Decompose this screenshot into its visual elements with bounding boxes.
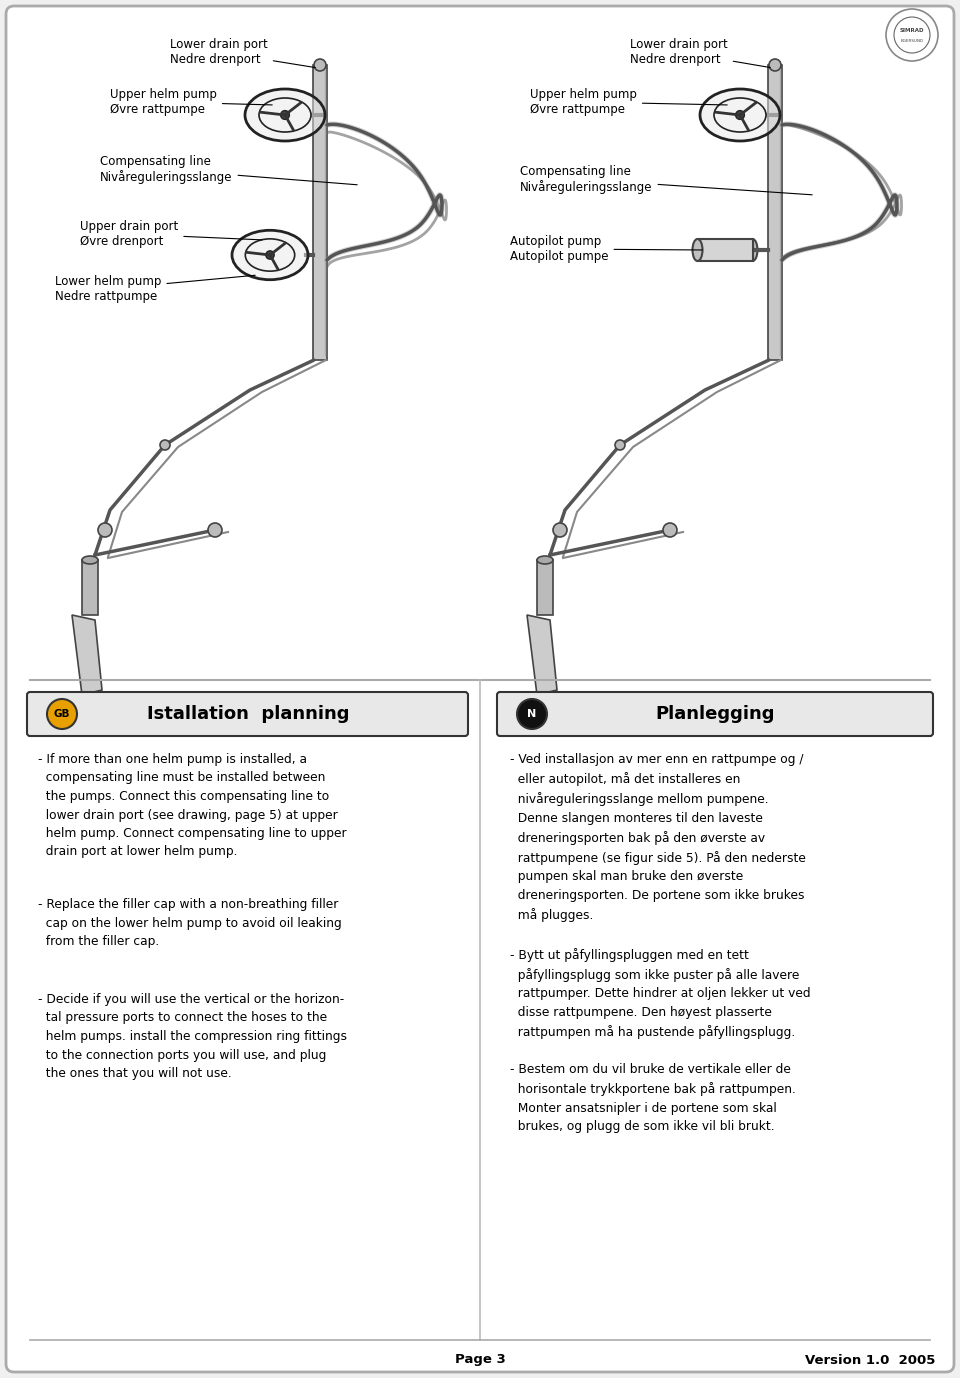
Text: - Replace the filler cap with a non-breathing filler
  cap on the lower helm pum: - Replace the filler cap with a non-brea… (38, 898, 342, 948)
Text: Upper drain port
Øvre drenport: Upper drain port Øvre drenport (80, 220, 262, 248)
Text: GB: GB (54, 710, 70, 719)
Text: Upper helm pump
Øvre rattpumpe: Upper helm pump Øvre rattpumpe (110, 88, 273, 116)
Bar (768, 65, 782, 360)
FancyBboxPatch shape (6, 6, 954, 1372)
Text: Planlegging: Planlegging (656, 706, 775, 723)
Circle shape (615, 440, 625, 451)
Text: - Bestem om du vil bruke de vertikale eller de
  horisontale trykkportene bak på: - Bestem om du vil bruke de vertikale el… (510, 1062, 796, 1133)
Circle shape (314, 59, 326, 72)
Text: Compensating line
Nivåreguleringsslange: Compensating line Nivåreguleringsslange (100, 154, 357, 185)
Circle shape (663, 524, 677, 537)
Bar (698, 238, 753, 260)
Text: - Bytt ut påfyllingspluggen med en tett
  påfyllingsplugg som ikke puster på all: - Bytt ut påfyllingspluggen med en tett … (510, 948, 810, 1039)
Polygon shape (527, 615, 557, 695)
Circle shape (160, 440, 170, 451)
Text: - If more than one helm pump is installed, a
  compensating line must be install: - If more than one helm pump is installe… (38, 752, 347, 858)
Ellipse shape (700, 90, 780, 141)
Ellipse shape (280, 110, 289, 120)
FancyBboxPatch shape (497, 692, 933, 736)
Ellipse shape (537, 555, 553, 564)
Ellipse shape (82, 555, 98, 564)
Bar (313, 65, 327, 360)
Ellipse shape (748, 238, 757, 260)
Circle shape (553, 524, 567, 537)
Bar (537, 559, 553, 615)
Text: SIMRAD: SIMRAD (900, 28, 924, 33)
Text: Lower drain port
Nedre drenport: Lower drain port Nedre drenport (630, 39, 770, 68)
Ellipse shape (232, 230, 308, 280)
Circle shape (208, 524, 222, 537)
Text: N: N (527, 710, 537, 719)
Text: Upper helm pump
Øvre rattpumpe: Upper helm pump Øvre rattpumpe (530, 88, 728, 116)
Circle shape (98, 524, 112, 537)
Ellipse shape (692, 238, 703, 260)
Text: Istallation  planning: Istallation planning (147, 706, 349, 723)
Text: Page 3: Page 3 (455, 1353, 505, 1367)
Polygon shape (72, 615, 102, 695)
Ellipse shape (735, 110, 744, 120)
Text: - Decide if you will use the vertical or the horizon-
  tal pressure ports to co: - Decide if you will use the vertical or… (38, 994, 347, 1080)
Text: Lower drain port
Nedre drenport: Lower drain port Nedre drenport (170, 39, 315, 68)
Circle shape (47, 699, 77, 729)
Text: Autopilot pump
Autopilot pumpe: Autopilot pump Autopilot pumpe (510, 236, 702, 263)
FancyBboxPatch shape (27, 692, 468, 736)
Circle shape (769, 59, 781, 72)
Text: EGERSUND: EGERSUND (900, 39, 924, 43)
Circle shape (886, 10, 938, 61)
Text: Compensating line
Nivåreguleringsslange: Compensating line Nivåreguleringsslange (520, 165, 812, 194)
Circle shape (517, 699, 547, 729)
Bar (82, 559, 98, 615)
Ellipse shape (245, 90, 325, 141)
Text: - Ved installasjon av mer enn en rattpumpe og /
  eller autopilot, må det instal: - Ved installasjon av mer enn en rattpum… (510, 752, 805, 922)
Text: Lower helm pump
Nedre rattpumpe: Lower helm pump Nedre rattpumpe (55, 276, 255, 303)
Ellipse shape (266, 251, 275, 259)
Text: Version 1.0  2005: Version 1.0 2005 (804, 1353, 935, 1367)
